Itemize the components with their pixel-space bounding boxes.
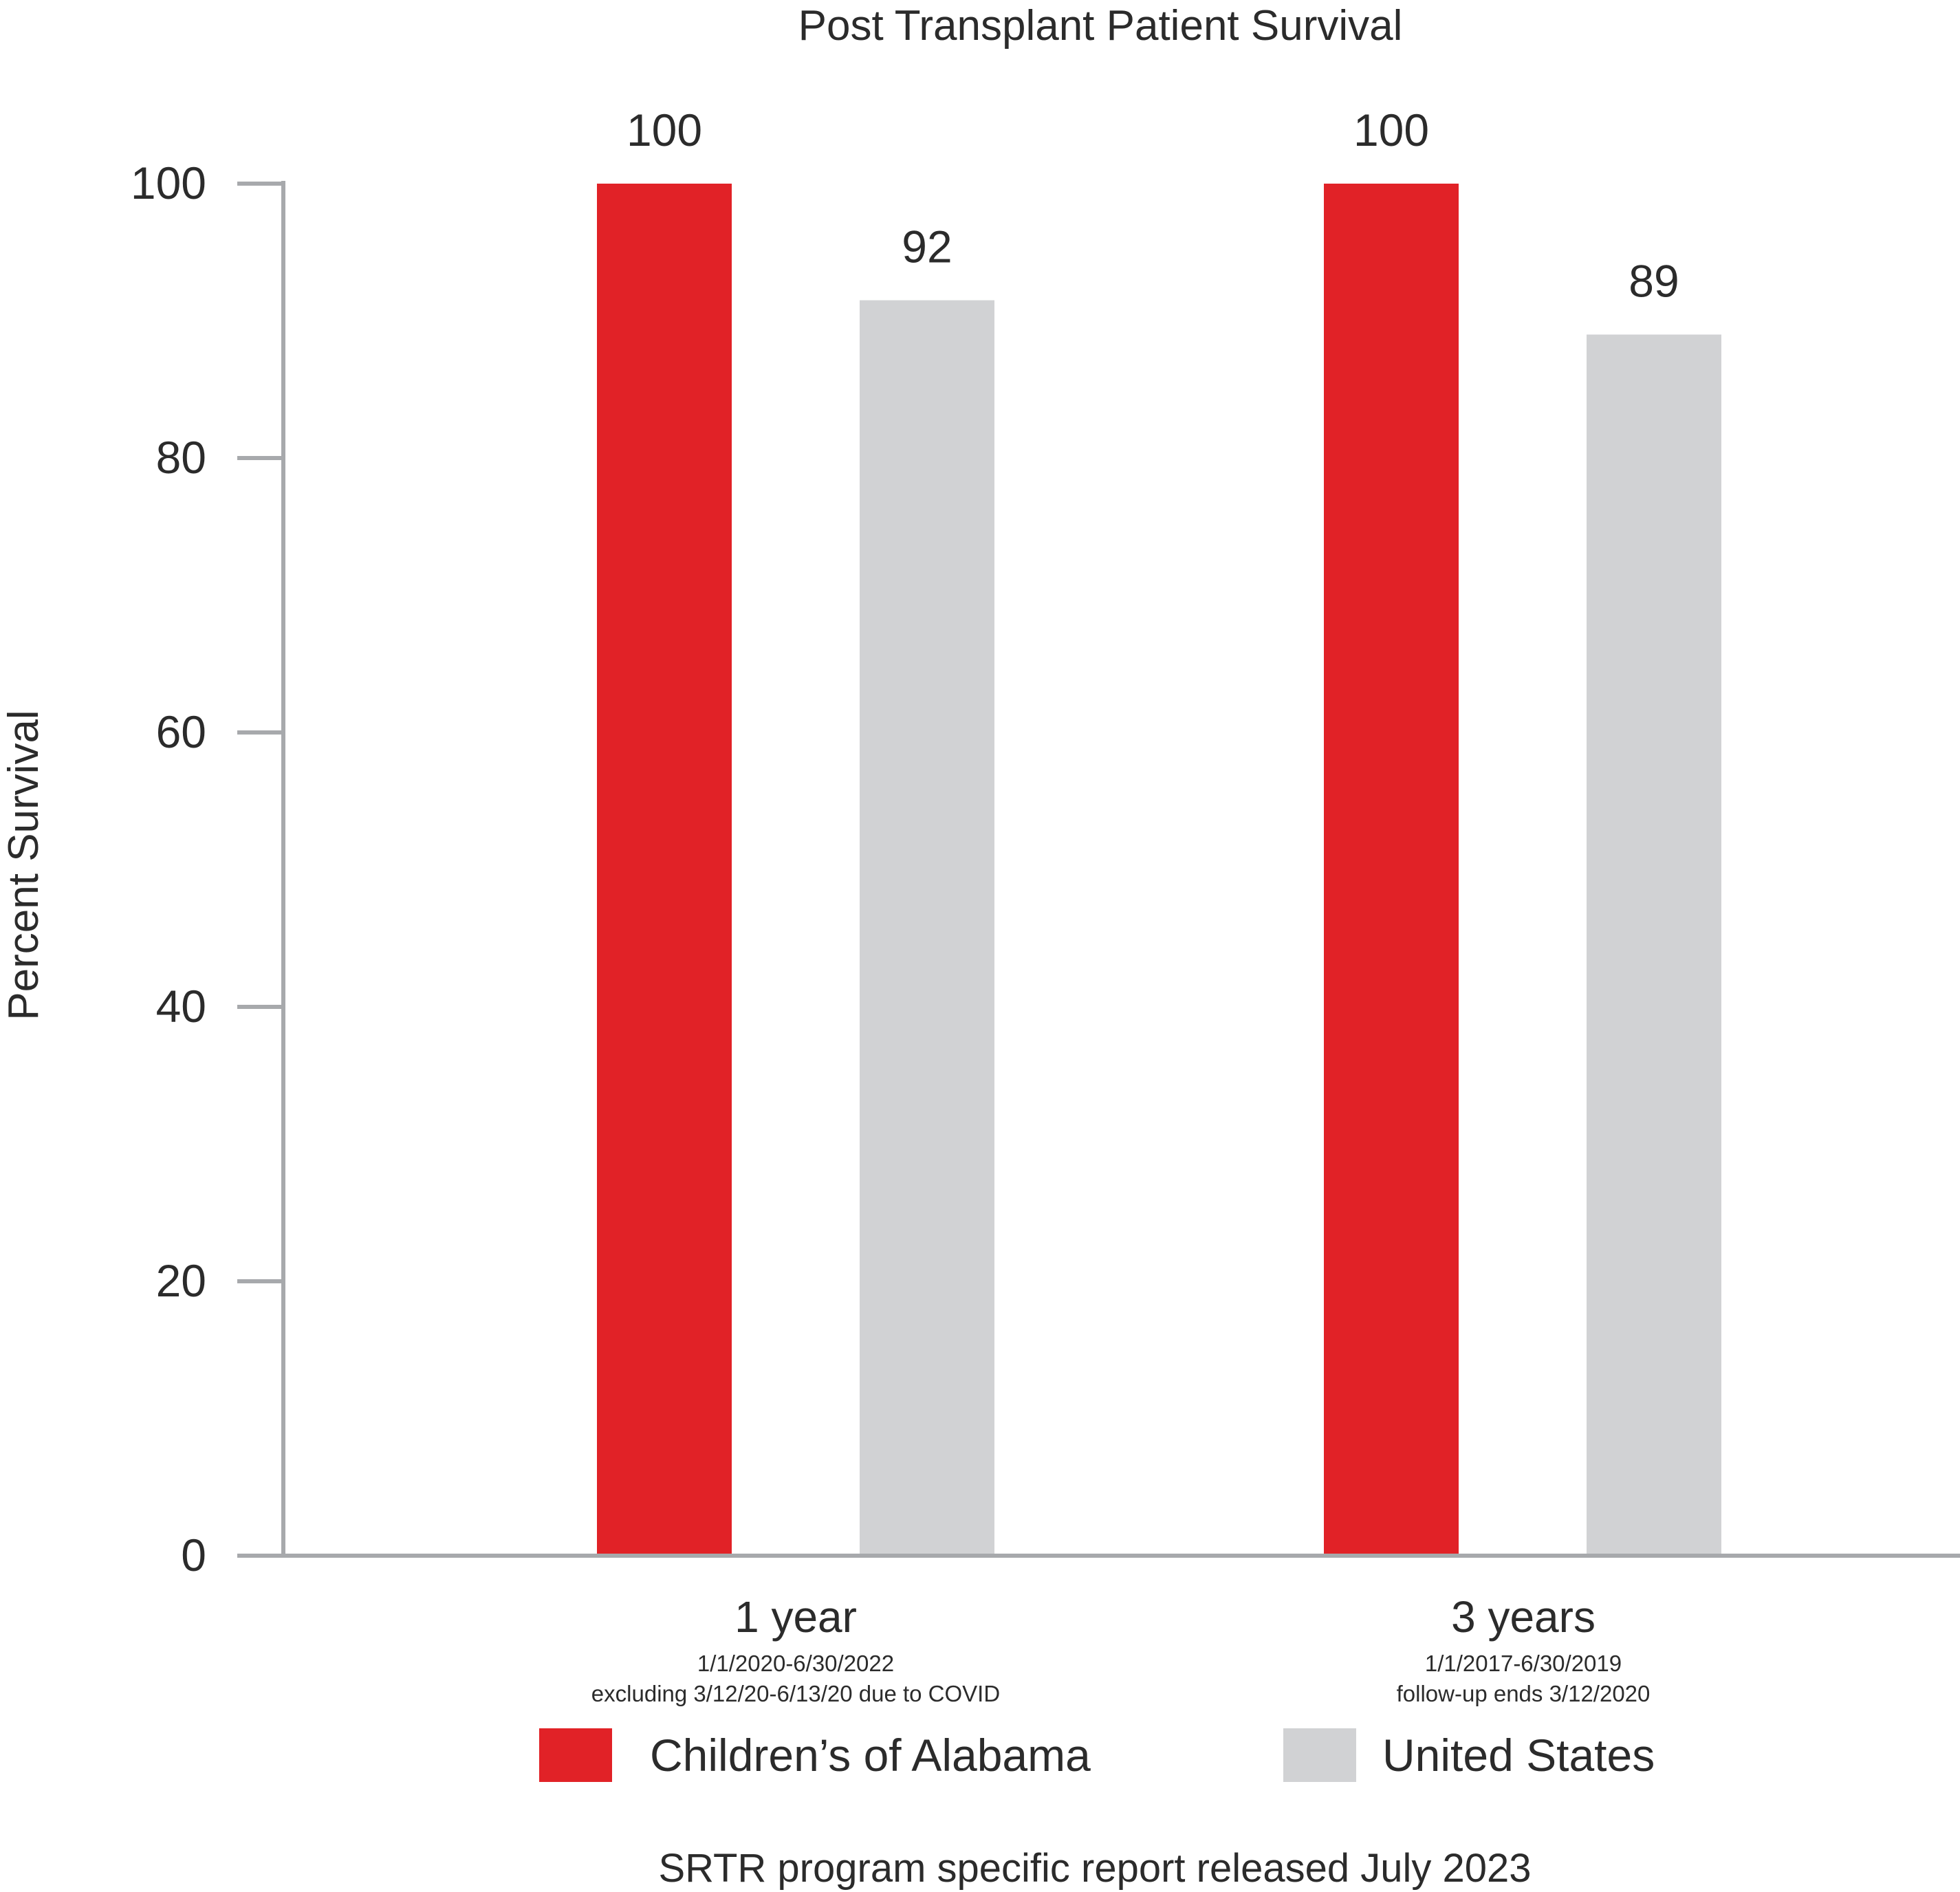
y-axis-label: Percent Survival [0,710,47,1020]
chart-title: Post Transplant Patient Survival [798,2,1403,50]
x-category-subtitle: excluding 3/12/20-6/13/20 due to COVID [591,1681,1000,1706]
y-tick-label: 80 [156,432,206,483]
legend-swatch [1283,1728,1356,1782]
footnote: SRTR program specific report released Ju… [658,1846,1531,1891]
bar-us-2 [1587,334,1721,1556]
y-tick-label: 0 [181,1530,206,1580]
y-tick-label: 100 [131,157,206,208]
data-label: 92 [902,221,952,272]
data-label: 89 [1629,255,1679,306]
y-tick-label: 60 [156,706,206,757]
x-category-label: 3 years [1451,1592,1596,1642]
legend: Children’s of Alabama United States [539,1728,1655,1782]
data-label: 100 [1353,105,1429,155]
x-category-subtitle: follow-up ends 3/12/2020 [1397,1681,1651,1706]
category-labels: 1 year 1/1/2020-6/30/2022 excluding 3/12/2… [591,1592,1651,1706]
bar-us-1 [860,300,994,1556]
x-category-label: 1 year [734,1592,857,1642]
y-tick-label: 20 [156,1255,206,1306]
data-label: 100 [627,105,702,155]
legend-label: Children’s of Alabama [650,1730,1091,1781]
x-category-subtitle: 1/1/2020-6/30/2022 [697,1651,894,1676]
bars [597,184,1721,1556]
legend-label: United States [1382,1730,1655,1781]
bar-childrens-2 [1324,184,1459,1556]
y-tick-label: 40 [156,981,206,1032]
bar-childrens-1 [597,184,732,1556]
value-labels: 100 92 100 89 [627,105,1679,306]
x-category-subtitle: 1/1/2017-6/30/2019 [1425,1651,1622,1676]
legend-swatch [539,1728,612,1782]
y-axis-ticks: 0 20 40 60 80 100 [131,157,283,1580]
